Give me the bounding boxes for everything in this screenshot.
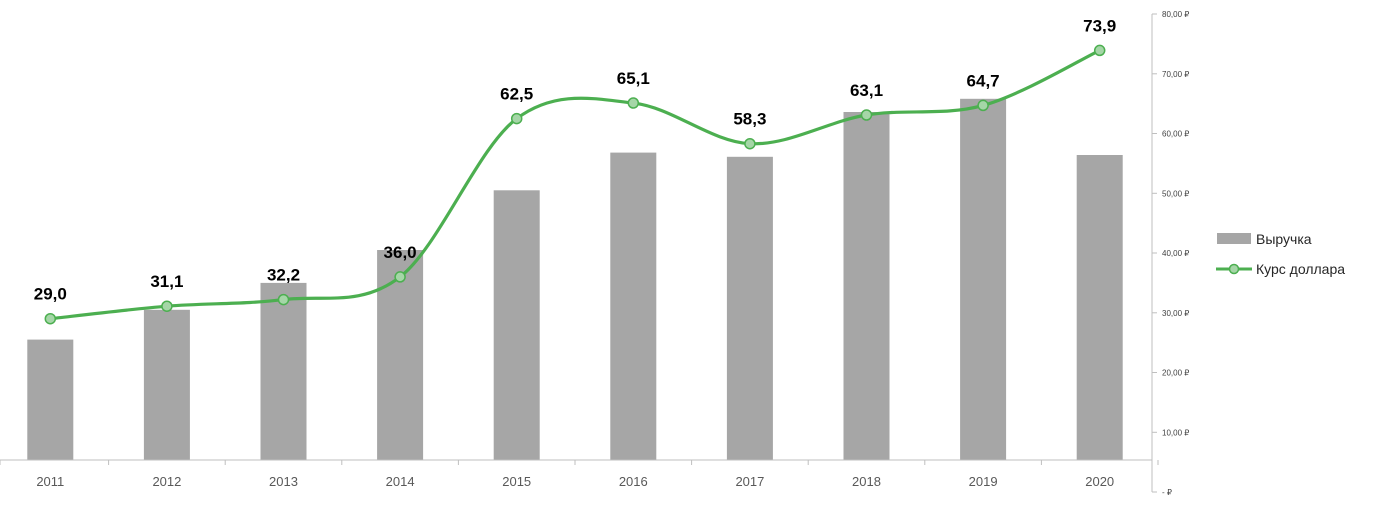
x-axis: 2011 2012 2013 2014 2015 2016 2017 2018 2019 2020 [0,459,1159,489]
x-tick-label-2012: 2012 [152,474,181,489]
y-tick-label-60: 60,00 ₽ [1162,130,1189,139]
legend-swatch-exchange-marker [1228,263,1240,275]
y-tick-label-40: 40,00 ₽ [1162,249,1189,258]
x-tick-label-2018: 2018 [852,474,881,489]
bar-revenue-2012 [143,309,190,460]
legend-swatch-revenue [1217,233,1251,244]
bar-revenue-2019 [960,98,1007,461]
data-label-2020: 73,9 [1083,16,1116,35]
bar-revenue-2015 [493,190,540,461]
data-label-2019: 64,7 [967,71,1000,90]
data-labels: 29,0 31,1 32,2 36,0 62,5 65,1 58,3 63,1 64,7 73,9 [34,16,1116,303]
data-label-2018: 63,1 [850,81,883,100]
revenue-bars [27,98,1123,461]
x-tick-label-2020: 2020 [1085,474,1114,489]
bar-revenue-2017 [726,156,773,461]
exchange-point-2013 [277,293,290,306]
exchange-point-2020 [1093,44,1106,57]
exchange-point-2015 [510,112,523,125]
data-label-2013: 32,2 [267,266,300,285]
bar-revenue-2016 [610,152,657,460]
legend-label-exchange: Курс доллара [1256,261,1345,277]
y-tick-label-70: 70,00 ₽ [1162,70,1189,79]
exchange-point-2017 [744,137,756,150]
bar-revenue-2013 [260,282,307,460]
data-label-2012: 31,1 [150,272,183,291]
bar-revenue-2020 [1076,155,1123,460]
legend-label-revenue: Выручка [1256,231,1312,247]
x-tick-label-2011: 2011 [36,474,64,489]
y-axis: - ₽ 10,00 ₽ 20,00 ₽ 30,00 ₽ 40,00 ₽ 50,00 ₽ 60… [1151,10,1189,497]
x-tick-label-2014: 2014 [386,474,415,489]
exchange-rate-line [44,44,1106,325]
exchange-point-2019 [977,99,989,112]
exchange-point-2011 [44,312,57,325]
y-tick-label-30: 30,00 ₽ [1162,309,1189,318]
y-tick-label-10: 10,00 ₽ [1162,428,1189,437]
exchange-point-2012 [161,300,173,312]
x-tick-label-2013: 2013 [269,474,298,489]
bar-revenue-2018 [843,112,890,460]
data-label-2015: 62,5 [500,85,533,104]
y-tick-label-80: 80,00 ₽ [1162,10,1189,19]
bar-revenue-2011 [27,339,74,460]
x-tick-label-2019: 2019 [969,474,998,489]
y-tick-label-20: 20,00 ₽ [1162,369,1189,378]
x-tick-label-2017: 2017 [735,474,764,489]
x-tick-label-2015: 2015 [502,474,531,489]
y-tick-label-0: - ₽ [1162,488,1172,497]
data-label-2014: 36,0 [384,243,417,262]
y-tick-label-50: 50,00 ₽ [1162,189,1189,198]
legend: Выручка Курс доллара [1216,231,1345,277]
exchange-point-2014 [394,271,406,283]
data-label-2017: 58,3 [733,110,766,129]
exchange-point-2016 [627,97,640,109]
data-label-2011: 29,0 [34,285,67,304]
x-tick-label-2016: 2016 [619,474,648,489]
data-label-2016: 65,1 [617,69,650,88]
exchange-point-2018 [860,109,873,121]
exchange-rate-path [50,48,1101,321]
